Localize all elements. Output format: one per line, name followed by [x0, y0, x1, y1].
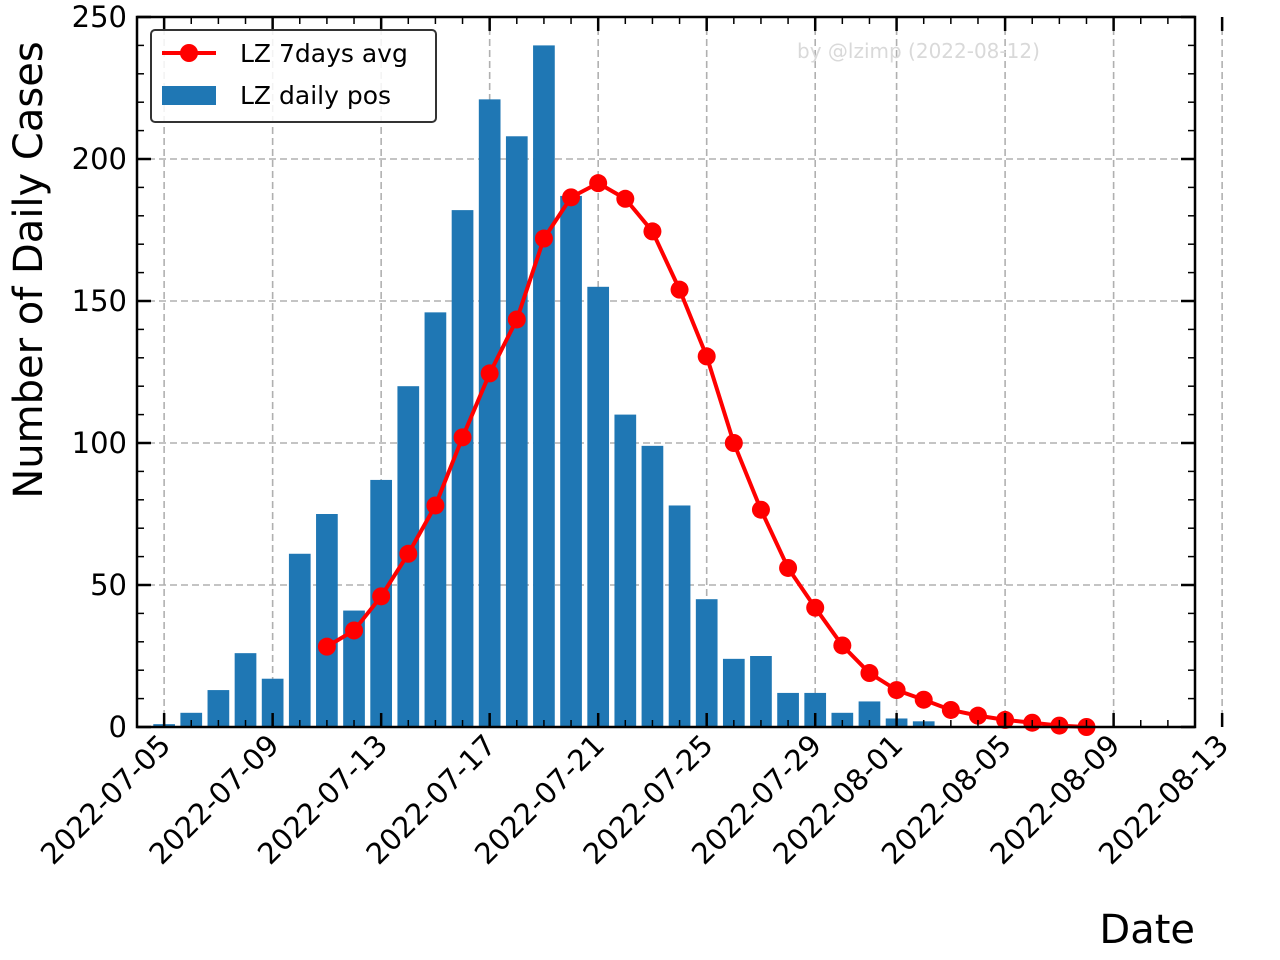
- avg-point: [562, 188, 581, 207]
- avg-point: [806, 598, 825, 617]
- bar: [614, 414, 637, 727]
- avg-point: [941, 700, 960, 719]
- bar: [343, 610, 365, 727]
- avg-point: [616, 189, 635, 208]
- watermark: by @lzimp (2022-08-12): [797, 39, 1040, 63]
- bar: [777, 692, 799, 727]
- bar: [641, 445, 664, 727]
- bar: [261, 678, 284, 727]
- avg-point: [317, 637, 336, 656]
- legend-marker-swatch: [180, 44, 198, 62]
- avg-point: [724, 434, 743, 452]
- avg-point: [860, 664, 879, 683]
- y-axis-label: Number of Daily Cases: [6, 41, 52, 498]
- bar: [722, 658, 745, 727]
- bar: [234, 653, 257, 727]
- y-tick-label: 100: [72, 426, 127, 460]
- avg-point: [670, 280, 689, 299]
- avg-point: [345, 621, 364, 640]
- avg-point: [480, 364, 499, 383]
- y-tick-label: 150: [72, 284, 127, 318]
- avg-point: [426, 496, 445, 515]
- bar: [316, 514, 338, 727]
- plot-frame: [135, 15, 1197, 729]
- bar: [288, 553, 311, 727]
- avg-point: [968, 706, 987, 725]
- bar: [858, 701, 881, 727]
- avg-point: [372, 587, 391, 606]
- avg-point: [914, 690, 933, 709]
- legend-box: [150, 29, 437, 123]
- bar: [587, 286, 610, 727]
- bar: [560, 195, 582, 728]
- avg-point: [399, 544, 418, 563]
- y-tick-label: 250: [72, 0, 127, 34]
- bar-series: [153, 45, 935, 728]
- avg-point: [887, 681, 906, 700]
- y-tick-label: 200: [72, 142, 127, 176]
- avg-point: [779, 558, 798, 577]
- bar: [668, 505, 691, 727]
- bar: [207, 690, 230, 727]
- bar: [478, 99, 501, 728]
- legend-bar-swatch: [162, 86, 216, 105]
- avg-point: [453, 428, 472, 447]
- avg-point: [751, 500, 770, 519]
- avg-point: [507, 310, 526, 329]
- y-tick-label: 50: [90, 568, 127, 602]
- legend-label-bar: LZ daily pos: [240, 81, 391, 110]
- bar: [505, 136, 528, 727]
- bar: [451, 210, 474, 727]
- avg-point: [833, 636, 852, 655]
- avg-point: [697, 347, 716, 366]
- avg-point: [589, 174, 608, 193]
- bar: [180, 712, 203, 727]
- bar: [424, 312, 447, 727]
- avg-point: [643, 222, 662, 241]
- x-axis-label: Date: [1099, 907, 1195, 953]
- bar: [750, 656, 772, 727]
- avg-point: [534, 229, 553, 248]
- y-tick-label: 0: [109, 710, 127, 744]
- bar: [533, 45, 555, 727]
- bar: [804, 692, 827, 727]
- legend: LZ 7days avg LZ daily pos: [150, 29, 437, 123]
- bar: [695, 599, 718, 727]
- bar: [831, 712, 854, 727]
- legend-label-line: LZ 7days avg: [240, 39, 408, 68]
